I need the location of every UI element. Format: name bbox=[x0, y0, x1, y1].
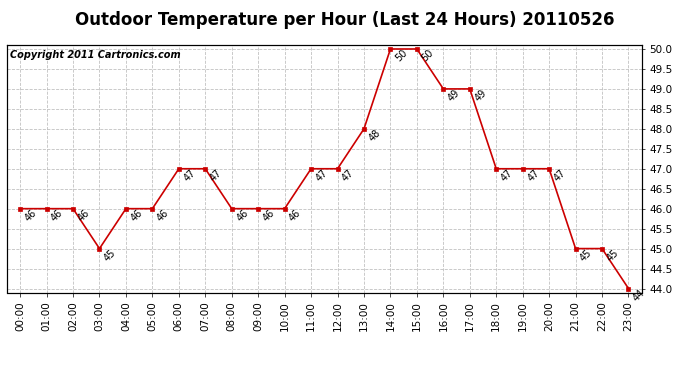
Text: 50: 50 bbox=[393, 48, 409, 63]
Text: 49: 49 bbox=[473, 88, 489, 104]
Text: 50: 50 bbox=[420, 48, 435, 63]
Text: 46: 46 bbox=[288, 207, 303, 223]
Text: 47: 47 bbox=[208, 167, 224, 183]
Text: 45: 45 bbox=[605, 247, 620, 263]
Text: 47: 47 bbox=[552, 167, 568, 183]
Text: 47: 47 bbox=[181, 167, 197, 183]
Text: 46: 46 bbox=[235, 207, 250, 223]
Text: Copyright 2011 Cartronics.com: Copyright 2011 Cartronics.com bbox=[10, 50, 181, 60]
Text: 45: 45 bbox=[578, 247, 594, 263]
Text: 46: 46 bbox=[76, 207, 92, 223]
Text: 46: 46 bbox=[129, 207, 144, 223]
Text: 47: 47 bbox=[340, 167, 356, 183]
Text: 46: 46 bbox=[23, 207, 39, 223]
Text: 45: 45 bbox=[102, 247, 118, 263]
Text: 47: 47 bbox=[526, 167, 541, 183]
Text: 49: 49 bbox=[446, 88, 462, 104]
Text: 46: 46 bbox=[155, 207, 171, 223]
Text: 48: 48 bbox=[367, 128, 382, 143]
Text: 46: 46 bbox=[50, 207, 65, 223]
Text: Outdoor Temperature per Hour (Last 24 Hours) 20110526: Outdoor Temperature per Hour (Last 24 Ho… bbox=[75, 11, 615, 29]
Text: 44: 44 bbox=[631, 287, 647, 303]
Text: 47: 47 bbox=[499, 167, 515, 183]
Text: 47: 47 bbox=[314, 167, 330, 183]
Text: 46: 46 bbox=[261, 207, 277, 223]
